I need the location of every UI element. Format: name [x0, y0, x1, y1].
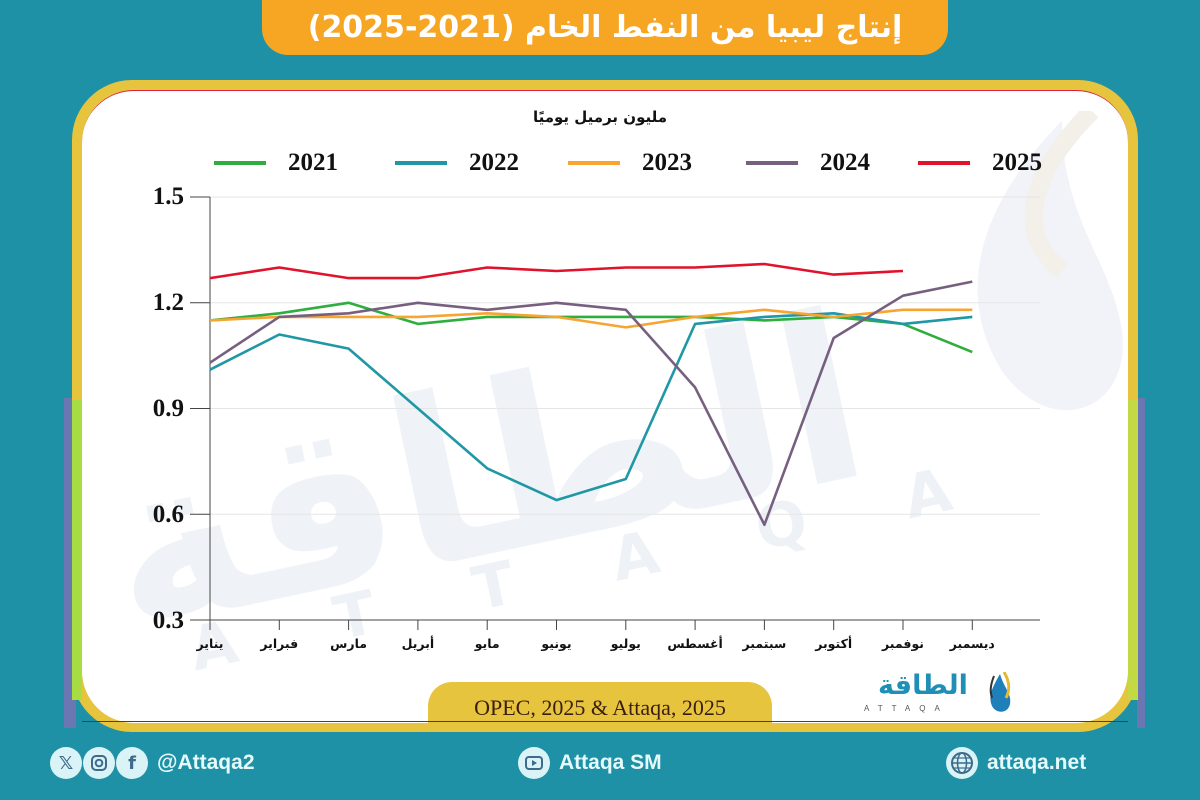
x-tick-label: أكتوبر	[815, 636, 853, 651]
x-tick-label: أغسطس	[667, 636, 723, 651]
footer: 𝕏 f @Attaqa2 Attaqa SM attaqa.net	[0, 745, 1200, 781]
y-tick-0.3: 0.3	[152, 607, 184, 634]
legend-label-2021: 2021	[288, 149, 338, 176]
watermark-drop-icon	[977, 111, 1123, 411]
instagram-icon[interactable]	[83, 747, 115, 779]
logo-latin-text: ATTAQA	[864, 704, 949, 713]
y-tick-1.2: 1.2	[152, 289, 184, 316]
legend-swatch-2023	[568, 161, 620, 165]
source-divider	[82, 721, 1128, 722]
y-tick-0.9: 0.9	[152, 395, 184, 422]
x-icon[interactable]: 𝕏	[50, 747, 82, 779]
website-url[interactable]: attaqa.net	[987, 751, 1087, 774]
x-tick-label: يناير	[196, 636, 224, 651]
social-links: 𝕏 f @Attaqa2	[50, 745, 255, 781]
youtube-icon[interactable]	[518, 747, 550, 779]
page-title: إنتاج ليبيا من النفط الخام (2021-2025)	[262, 0, 948, 55]
website-link[interactable]: attaqa.net	[946, 745, 1086, 781]
legend-swatch-2021	[214, 161, 266, 165]
series-line-2024	[209, 280, 973, 527]
x-tick-label: مارس	[330, 636, 368, 651]
legend-label-2025: 2025	[992, 149, 1042, 176]
frame-green-right	[1128, 400, 1138, 700]
x-tick-label: مايو	[474, 636, 500, 651]
series-line-2023	[209, 308, 973, 329]
legend-item-2025: 2025	[918, 148, 1042, 178]
facebook-icon[interactable]: f	[116, 747, 148, 779]
legend-item-2021: 2021	[214, 148, 338, 178]
legend-label-2022: 2022	[469, 149, 519, 176]
legend-swatch-2024	[746, 161, 798, 165]
series-line-2022	[209, 311, 973, 502]
y-axis-unit-label: مليون برميل يوميًا	[532, 108, 668, 126]
oil-drop-icon	[989, 672, 1011, 712]
legend-item-2024: 2024	[746, 148, 870, 178]
youtube-label[interactable]: Attaqa SM	[559, 751, 662, 774]
legend-item-2022: 2022	[395, 148, 519, 178]
x-tick-label: نوفمبر	[882, 636, 924, 651]
x-tick-label: ديسمبر	[949, 636, 995, 651]
chart-panel: الطاقة A T T A Q A	[82, 90, 1128, 723]
x-tick-label: فبراير	[260, 636, 299, 651]
x-tick-label: أبريل	[401, 636, 435, 651]
chart-legend: 2021 2022 2023 2024 2025	[0, 148, 1200, 178]
attaqa-logo: الطاقة ATTAQA	[858, 670, 1018, 720]
legend-swatch-2025	[918, 161, 970, 165]
y-tick-0.6: 0.6	[152, 501, 184, 528]
logo-arabic-text: الطاقة	[878, 670, 968, 701]
x-tick-label: يوليو	[610, 636, 641, 651]
legend-swatch-2022	[395, 161, 447, 165]
legend-item-2023: 2023	[568, 148, 692, 178]
source-label: OPEC, 2025 & Attaqa, 2025	[428, 682, 772, 730]
series-line-2025	[209, 262, 904, 280]
legend-label-2023: 2023	[642, 149, 692, 176]
series-line-2021	[209, 301, 973, 354]
globe-icon[interactable]	[946, 747, 978, 779]
x-tick-label: يونيو	[541, 636, 572, 651]
y-tick-1.5: 1.5	[152, 183, 184, 210]
frame-green-left	[72, 400, 82, 700]
frame-accent-right	[1137, 398, 1145, 728]
x-tick-label: سبتمبر	[742, 636, 787, 651]
youtube-link[interactable]: Attaqa SM	[518, 745, 662, 781]
legend-label-2024: 2024	[820, 149, 870, 176]
social-handle[interactable]: @Attaqa2	[157, 751, 255, 774]
